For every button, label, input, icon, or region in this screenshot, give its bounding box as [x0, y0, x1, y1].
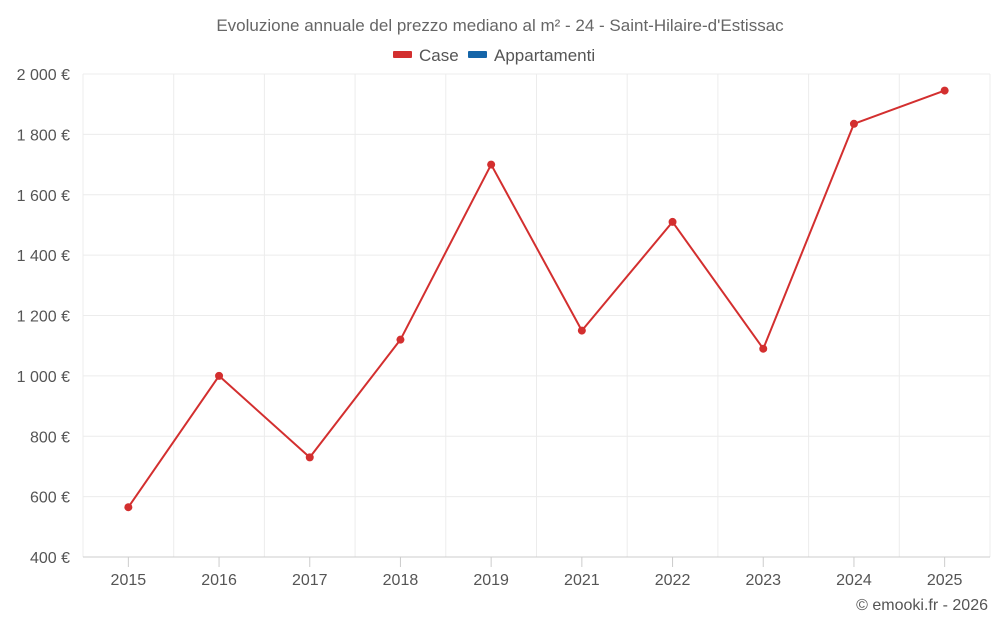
- x-axis-ticks: 2015 2016 2017 2018 2019 2021 2022 2023 2024 2025: [111, 557, 963, 589]
- legend: Case Appartamenti: [393, 46, 595, 65]
- x-tick-label: 2022: [655, 572, 691, 589]
- y-tick-label: 2 000 €: [17, 67, 70, 84]
- legend-swatch-case[interactable]: [393, 51, 412, 58]
- data-point[interactable]: [396, 335, 405, 344]
- data-point[interactable]: [124, 503, 133, 512]
- y-tick-label: 600 €: [30, 490, 70, 507]
- data-point[interactable]: [577, 326, 586, 335]
- x-tick-label: 2018: [383, 572, 419, 589]
- legend-label-case[interactable]: Case: [419, 46, 459, 65]
- data-point[interactable]: [487, 160, 496, 169]
- y-tick-label: 1 600 €: [17, 188, 70, 205]
- series-line-case: [127, 89, 945, 508]
- data-point[interactable]: [849, 119, 858, 128]
- x-tick-label: 2021: [564, 572, 600, 589]
- legend-label-appartamenti[interactable]: Appartamenti: [494, 46, 595, 65]
- y-tick-label: 1 800 €: [17, 127, 70, 144]
- series-layer: [124, 86, 949, 512]
- x-tick-label: 2019: [473, 572, 509, 589]
- data-point[interactable]: [305, 453, 314, 462]
- x-tick-label: 2017: [292, 572, 328, 589]
- x-tick-label: 2023: [745, 572, 781, 589]
- y-tick-label: 1 400 €: [17, 248, 70, 265]
- y-tick-label: 1 200 €: [17, 309, 70, 326]
- data-point[interactable]: [215, 371, 224, 380]
- x-tick-label: 2025: [927, 572, 963, 589]
- data-point[interactable]: [940, 86, 949, 95]
- chart-title: Evoluzione annuale del prezzo mediano al…: [216, 16, 784, 35]
- x-tick-label: 2015: [111, 572, 147, 589]
- x-tick-label: 2024: [836, 572, 872, 589]
- y-tick-label: 800 €: [30, 429, 70, 446]
- y-tick-label: 1 000 €: [17, 369, 70, 386]
- credit-text: © emooki.fr - 2026: [856, 597, 988, 614]
- legend-swatch-appartamenti[interactable]: [468, 51, 487, 58]
- x-gridlines: [82, 74, 991, 557]
- data-point[interactable]: [759, 344, 768, 353]
- x-tick-label: 2016: [201, 572, 237, 589]
- y-tick-label: 400 €: [30, 550, 70, 567]
- data-point[interactable]: [668, 217, 677, 226]
- y-axis-ticks: 400 € 600 € 800 € 1 000 € 1 200 € 1 400 € 1 60…: [17, 67, 70, 567]
